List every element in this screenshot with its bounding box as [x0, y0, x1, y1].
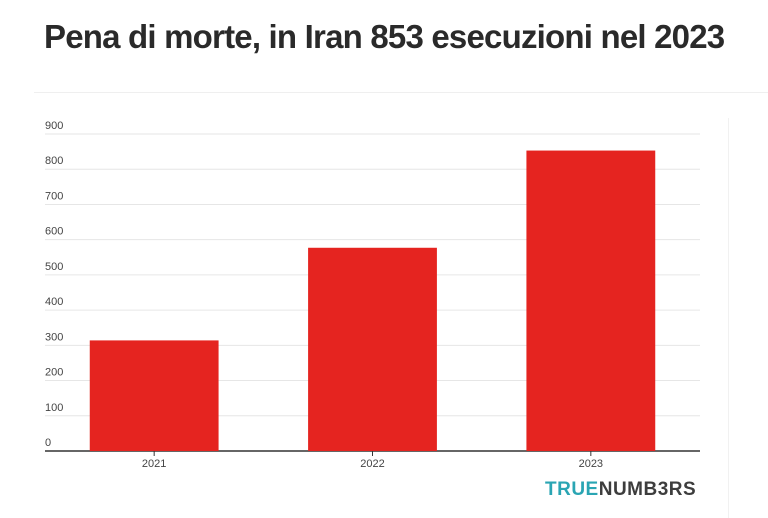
logo-part-true: TRUE	[545, 479, 599, 500]
y-tick-label: 600	[45, 226, 63, 238]
logo-part-numbers: NUMB3RS	[598, 479, 697, 500]
title-divider	[34, 92, 768, 93]
x-tick-label: 2021	[142, 458, 166, 470]
chart-title: Pena di morte, in Iran 853 esecuzioni ne…	[44, 18, 725, 55]
y-tick-label: 400	[45, 296, 63, 308]
y-tick-label: 800	[45, 155, 63, 167]
y-tick-label: 900	[45, 120, 63, 132]
y-tick-label: 700	[45, 190, 63, 202]
y-tick-label: 300	[45, 331, 63, 343]
bar-layer	[89, 150, 656, 451]
truenumbers-logo: TRUENUMB3RS	[545, 479, 696, 501]
y-tick-label: 100	[45, 402, 63, 414]
y-tick-label: 0	[45, 437, 51, 449]
right-rule	[728, 118, 729, 518]
bar-2022	[308, 247, 437, 451]
bar-2021	[89, 340, 219, 451]
bar-2023	[526, 150, 656, 451]
y-tick-label: 200	[45, 367, 63, 379]
y-tick-label: 500	[45, 261, 63, 273]
x-tick-label: 2022	[360, 458, 384, 470]
x-tick-label: 2023	[579, 458, 603, 470]
label-layer: 0 100 200 300 400 500 600 700 800 900 2021 2022 2023	[45, 120, 603, 470]
